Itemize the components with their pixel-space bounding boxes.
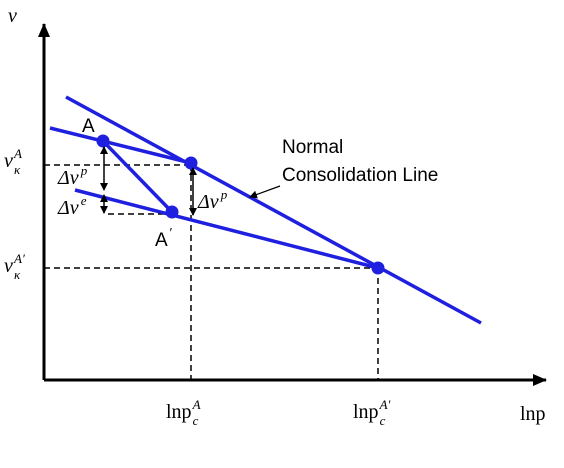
p-label: lnpA c [166, 397, 201, 428]
label-part: v [4, 150, 13, 172]
delta-label: Δv e [57, 193, 87, 219]
point [184, 156, 198, 170]
label-part: A [13, 146, 22, 161]
label-part: c [193, 413, 199, 428]
label-part: ′ [169, 225, 172, 240]
label-part: lnp [353, 401, 379, 423]
label-part: v [4, 255, 13, 277]
point-label: A′ [155, 225, 172, 251]
label-part: lnp [166, 401, 192, 423]
x-label: lnp [520, 403, 546, 425]
path [101, 139, 174, 214]
pointer-arrow [249, 185, 281, 199]
point [165, 205, 179, 219]
label-part: e [81, 193, 87, 208]
ncl-label: Consolidation Line [282, 165, 438, 186]
swelling-line [49, 126, 192, 165]
label-part: Δv [57, 167, 79, 189]
label-part: c [380, 413, 386, 428]
label-part: κ [14, 267, 21, 282]
label-part: A [155, 230, 168, 251]
v-label: vA′ κ [4, 251, 25, 282]
label-part: Δv [197, 191, 219, 213]
point [371, 261, 385, 275]
label-part: Δv [57, 197, 79, 219]
v-label: vA κ [4, 146, 22, 177]
label-part: κ [14, 162, 21, 177]
point-label: A [82, 116, 95, 137]
label-part: A′ [13, 251, 25, 266]
label-part: p [80, 163, 88, 178]
ncl-label: Normal [282, 137, 343, 158]
y-label: v [8, 5, 17, 27]
label-part: A [192, 397, 201, 412]
point [96, 134, 110, 148]
swelling-line [74, 188, 379, 270]
p-label: lnpA′ c [353, 397, 391, 428]
label-part: A′ [379, 397, 391, 412]
ncl [65, 95, 482, 325]
delta-label: Δv p [57, 163, 88, 189]
label-part: p [220, 187, 228, 202]
delta-label: Δv p [197, 187, 228, 213]
